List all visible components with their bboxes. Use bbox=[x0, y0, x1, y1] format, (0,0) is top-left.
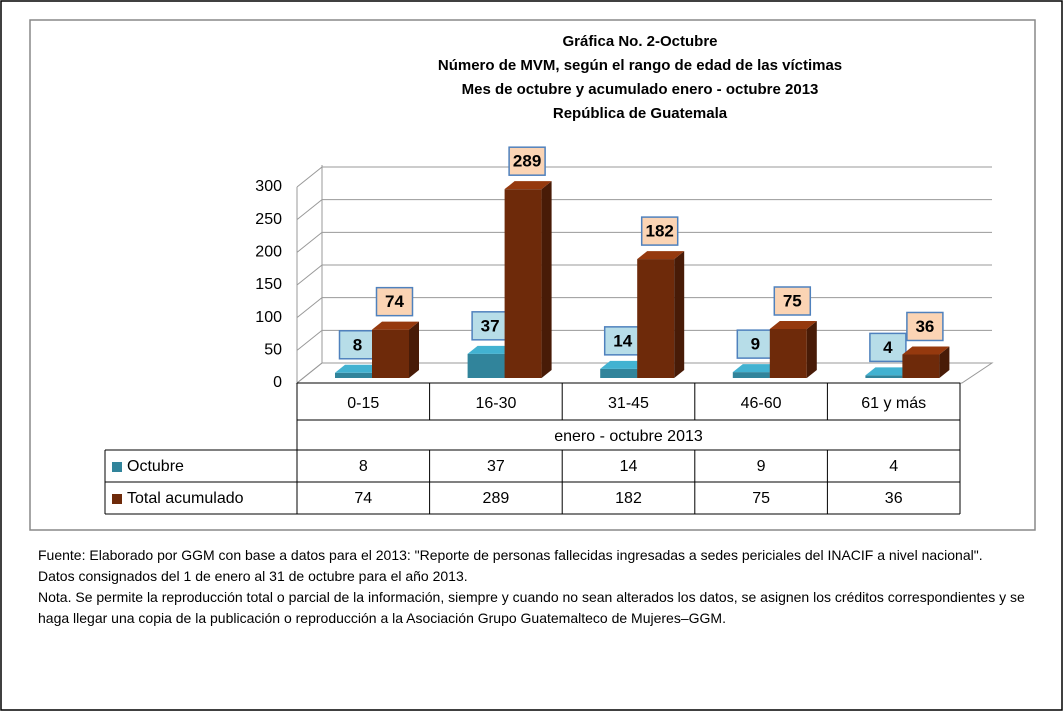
bar bbox=[865, 375, 903, 378]
x-group-label: enero - octubre 2013 bbox=[554, 428, 703, 445]
y-tick-label: 250 bbox=[255, 211, 282, 228]
bar bbox=[372, 329, 409, 378]
chart-title: Número de MVM, según el rango de edad de… bbox=[438, 57, 842, 74]
bar-top bbox=[467, 345, 515, 354]
y-tick-label: 200 bbox=[255, 244, 282, 261]
bar-top bbox=[637, 251, 685, 260]
x-tick-label: 31-45 bbox=[608, 395, 649, 412]
data-label-box bbox=[471, 311, 509, 341]
table-cell: 37 bbox=[487, 458, 505, 475]
bar-top bbox=[865, 367, 913, 376]
bar bbox=[504, 189, 542, 378]
x-tick-label: 61 y más bbox=[861, 395, 926, 412]
data-label: 4 bbox=[883, 338, 893, 357]
bar bbox=[600, 368, 638, 378]
bar-top bbox=[732, 364, 780, 373]
chart-frame bbox=[29, 19, 1036, 531]
data-label-box bbox=[773, 286, 812, 316]
grid-line bbox=[296, 297, 992, 319]
data-label: 75 bbox=[783, 291, 802, 310]
y-tick-label: 50 bbox=[264, 342, 282, 359]
chart-title: Mes de octubre y acumulado enero - octub… bbox=[462, 81, 819, 98]
table-cell: 36 bbox=[885, 490, 903, 507]
notes: Fuente: Elaborado por GGM con base a dat… bbox=[38, 545, 1038, 629]
bar-top bbox=[372, 321, 419, 330]
grid-line bbox=[296, 166, 992, 188]
y-tick-label: 100 bbox=[255, 309, 282, 326]
table-cell: 4 bbox=[889, 458, 898, 475]
bar-side bbox=[674, 251, 685, 378]
legend-key bbox=[112, 494, 122, 504]
bar-side bbox=[541, 181, 552, 378]
bar-top bbox=[600, 360, 648, 369]
bar-side bbox=[939, 346, 950, 378]
legend-label: Total acumulado bbox=[127, 490, 244, 507]
note: Nota. Se permite la reproducción total o… bbox=[38, 589, 1025, 626]
bar bbox=[732, 372, 770, 378]
bar-top bbox=[335, 364, 382, 373]
data-label-box bbox=[906, 311, 944, 342]
data-label-box bbox=[869, 332, 907, 363]
y-tick-label: 0 bbox=[273, 374, 282, 391]
grid-line bbox=[296, 264, 992, 286]
data-label-box bbox=[375, 286, 414, 317]
x-tick-label: 46-60 bbox=[741, 395, 782, 412]
table-cell: 8 bbox=[359, 458, 368, 475]
bar-top bbox=[902, 346, 950, 355]
data-label-box bbox=[736, 329, 775, 359]
data-label: 289 bbox=[513, 152, 541, 171]
y-tick-label: 300 bbox=[255, 178, 282, 195]
bar-side bbox=[409, 321, 419, 378]
data-label: 14 bbox=[613, 331, 632, 350]
grid-line bbox=[296, 231, 992, 253]
data-label: 8 bbox=[353, 335, 362, 354]
data-label: 74 bbox=[385, 292, 404, 311]
data-label: 37 bbox=[481, 316, 500, 335]
legend-key bbox=[112, 462, 122, 472]
note: Fuente: Elaborado por GGM con base a dat… bbox=[38, 547, 983, 563]
bar bbox=[467, 353, 505, 378]
chart-title: República de Guatemala bbox=[553, 105, 728, 122]
note: Datos consignados del 1 de enero al 31 d… bbox=[38, 568, 468, 584]
legend-label: Octubre bbox=[127, 458, 184, 475]
y-tick-label: 150 bbox=[255, 276, 282, 293]
data-label-box bbox=[508, 146, 546, 176]
bar bbox=[637, 259, 675, 378]
chart-title: Gráfica No. 2-Octubre bbox=[562, 33, 717, 50]
data-label: 182 bbox=[646, 222, 674, 241]
data-label: 36 bbox=[915, 317, 934, 336]
bar bbox=[769, 329, 807, 378]
x-tick-label: 16-30 bbox=[475, 395, 516, 412]
bar bbox=[335, 372, 372, 378]
grid-line bbox=[296, 199, 992, 221]
bar-top bbox=[769, 321, 817, 329]
table-cell: 14 bbox=[620, 458, 638, 475]
table-cell: 74 bbox=[354, 490, 372, 507]
table-cell: 182 bbox=[615, 490, 642, 507]
table-cell: 75 bbox=[752, 490, 770, 507]
data-label-box bbox=[640, 216, 679, 246]
bar-side bbox=[806, 321, 817, 378]
bar bbox=[902, 354, 940, 378]
grid-line bbox=[296, 362, 992, 384]
bar-top bbox=[504, 181, 552, 190]
data-label: 9 bbox=[751, 335, 760, 354]
table-cell: 9 bbox=[757, 458, 766, 475]
table-cell: 289 bbox=[483, 490, 510, 507]
x-tick-label: 0-15 bbox=[347, 395, 379, 412]
